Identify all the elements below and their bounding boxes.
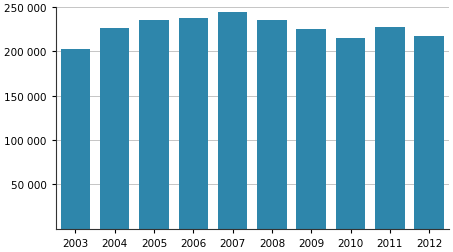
Bar: [414, 37, 444, 229]
Bar: [297, 30, 326, 229]
Bar: [61, 50, 90, 229]
Bar: [336, 39, 365, 229]
Bar: [178, 19, 208, 229]
Bar: [139, 21, 169, 229]
Bar: [218, 13, 247, 229]
Bar: [375, 27, 405, 229]
Bar: [100, 28, 130, 229]
Bar: [257, 20, 287, 229]
